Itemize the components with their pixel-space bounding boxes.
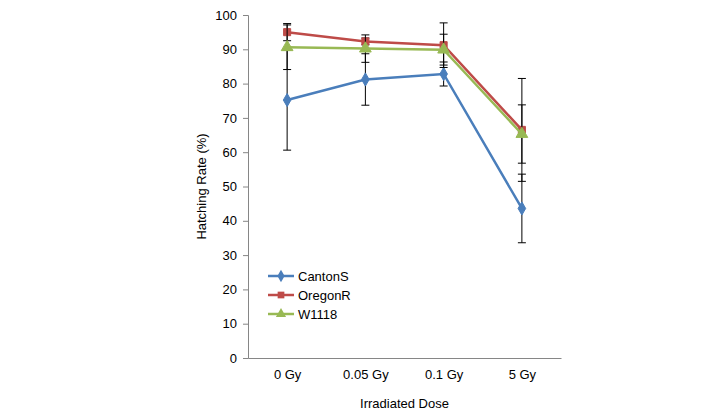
y-tick-label: 60 [223,145,237,160]
x-tick-label: 5 Gy [509,367,537,382]
legend-entry: CantonS [268,269,349,284]
y-tick: 40 [223,213,248,228]
plot: 0 10 20 30 40 50 60 70 80 90 100 0 Gy 0.05 Gy 0.1 Gy 5… [215,8,561,383]
x-axis-line [249,358,562,359]
y-tick-mark [243,255,248,256]
y-tick-mark [243,221,248,222]
error-bar-cap [440,67,448,68]
chart: 0 10 20 30 40 50 60 70 80 90 100 0 Gy 0.05 Gy 0.1 Gy 5… [0,0,709,417]
error-bar-cap [283,150,291,151]
y-tick-mark [243,324,248,325]
y-tick-mark [243,358,248,359]
legend-marker [277,270,284,282]
legend-entry: W1118 [268,307,337,322]
legend-label: CantonS [298,269,349,284]
error-bar-cap [440,34,448,35]
error-bar-cap [518,104,526,105]
error-bar-cap [440,22,448,23]
marker [518,202,526,215]
error-bar-cap [283,69,291,70]
y-tick: 0 [230,351,248,366]
x-tick-label: 0.05 Gy [343,367,389,382]
marker [516,127,528,137]
legend-entry: OregonR [268,288,351,303]
y-tick: 30 [223,248,248,263]
error-bar-cap [518,78,526,79]
error-bar-cap [361,105,369,106]
y-tick-label: 0 [230,351,237,366]
marks [281,23,528,243]
series [283,50,526,243]
y-tick: 20 [223,282,248,297]
error-bar-cap [518,181,526,182]
x-tick: 0.1 Gy [425,358,464,382]
legend: CantonS OregonR W1118 [268,269,351,322]
marker [281,40,293,50]
legend-label: W1118 [298,307,337,322]
series-line [287,47,522,134]
error-bar-cap [518,242,526,243]
y-tick-label: 30 [223,248,237,263]
series [281,25,528,163]
y-tick: 70 [223,111,248,126]
y-tick-label: 70 [223,111,237,126]
y-tick-mark [243,84,248,85]
x-tick-label: 0 Gy [274,367,302,382]
x-tick: 5 Gy [509,358,537,382]
y-tick-mark [243,289,248,290]
y-tick: 60 [223,145,248,160]
y-tick-label: 40 [223,213,237,228]
y-tick-mark [243,118,248,119]
y-tick: 50 [223,179,248,194]
error-bar [518,174,526,243]
y-tick-label: 100 [215,8,237,23]
legend-marker [276,308,286,317]
marker [283,93,291,106]
y-tick-mark [243,49,248,50]
y-tick-mark [243,152,248,153]
y-tick-label: 10 [223,316,237,331]
x-tick: 0.05 Gy [343,358,389,382]
error-bar-cap [283,23,291,24]
y-tick: 80 [223,76,248,91]
error-bar-cap [518,163,526,164]
x-tick: 0 Gy [274,358,302,382]
y-axis-line [243,16,249,359]
error-bar-cap [440,86,448,87]
y-tick-label: 90 [223,42,237,57]
marker [438,43,450,53]
error-bar-cap [361,34,369,35]
y-axis-title: Hatching Rate (%) [194,133,209,239]
x-axis-title: Irradiated Dose [360,396,449,411]
marker [440,67,448,80]
error-bar-cap [283,24,291,25]
y-tick: 10 [223,316,248,331]
marker [359,42,371,52]
y-tick: 90 [223,42,248,57]
series-line [287,74,522,208]
y-tick-mark [243,15,248,16]
y-tick-label: 80 [223,76,237,91]
series [283,23,526,181]
y-tick: 100 [215,8,248,23]
x-tick-label: 0.1 Gy [425,367,464,382]
legend-label: OregonR [298,288,351,303]
error-bar-cap [440,65,448,66]
x-axis: 0 Gy 0.05 Gy 0.1 Gy 5 Gy [249,358,562,382]
y-tick-label: 50 [223,179,237,194]
y-axis: 0 10 20 30 40 50 60 70 80 90 100 [215,8,248,366]
y-tick-mark [243,187,248,188]
y-tick-label: 20 [223,282,237,297]
legend-marker [278,292,285,299]
marker [362,73,370,86]
error-bar-cap [361,62,369,63]
